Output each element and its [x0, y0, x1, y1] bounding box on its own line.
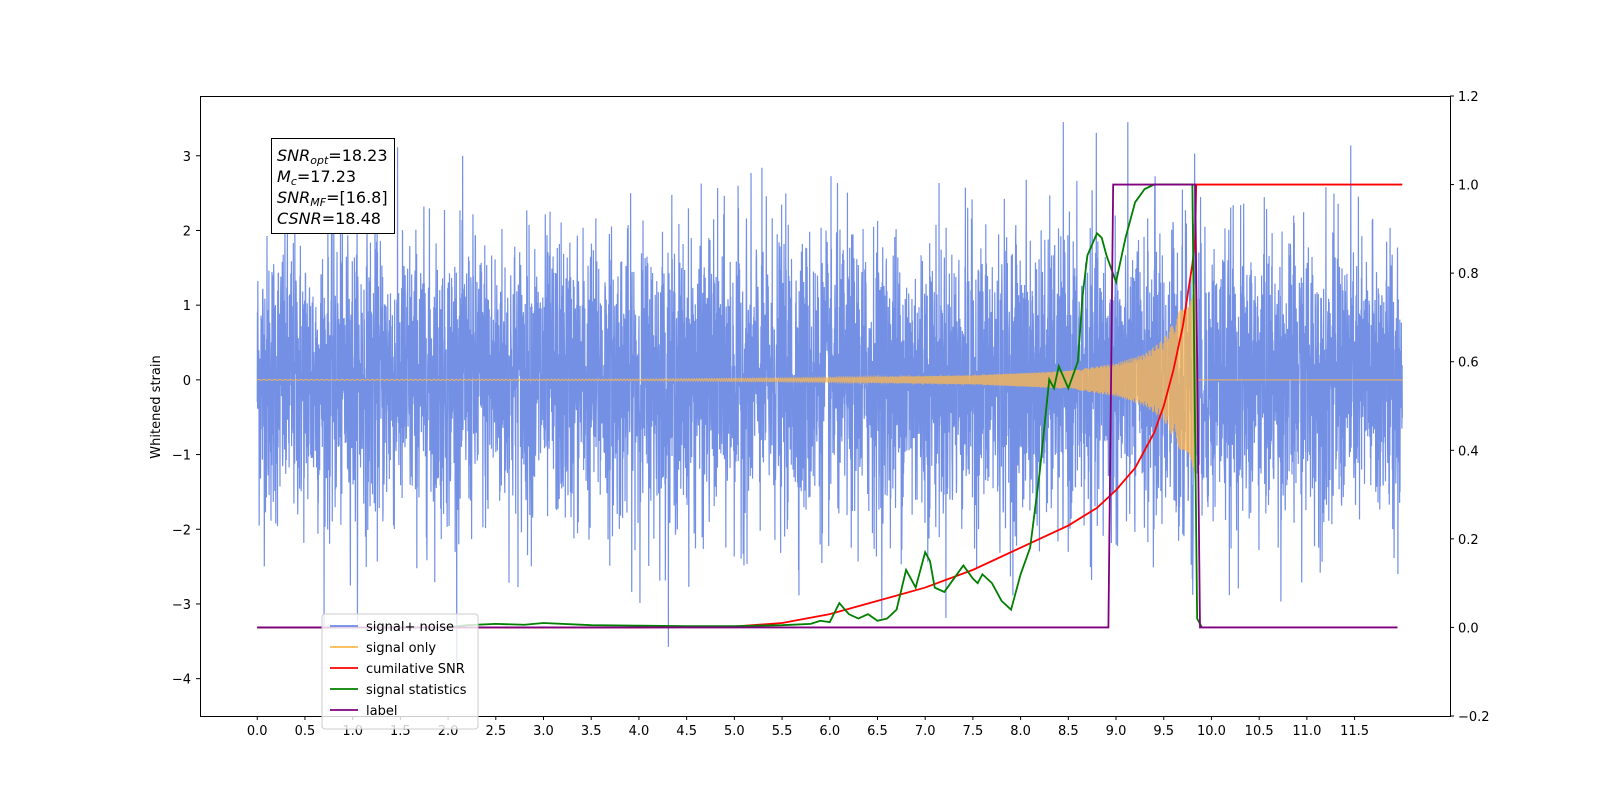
y-left-tick-label: 3	[183, 150, 191, 165]
series-signal-statistics	[257, 183, 1203, 629]
snr-opt-value: =18.23	[328, 146, 388, 165]
y-right-tick-label: 0.6	[1458, 356, 1479, 371]
y-right-tick-label: 0.8	[1458, 267, 1479, 282]
plot-frame	[200, 96, 1451, 717]
x-tick-label: 9.5	[1153, 724, 1174, 739]
y-left-tick-label: −2	[172, 523, 191, 538]
y-axis-right: 1.2 1.0 0.8 0.6 0.4 0.2 0.0 −0.2	[1450, 90, 1490, 725]
mc-value: =17.23	[296, 167, 357, 186]
snr-mf-value: =[16.8]	[326, 188, 388, 207]
series-signal-plus-noise	[256, 122, 1403, 666]
x-tick-label: 9.0	[1106, 724, 1127, 739]
y-left-tick-label: −4	[172, 673, 191, 688]
y-axis-title: Whitened strain	[149, 355, 164, 458]
legend: signal+ noise signal only cumilative SNR si…	[321, 613, 479, 730]
x-tick-label: 3.0	[533, 724, 554, 739]
legend-label: signal+ noise	[366, 620, 454, 635]
y-right-tick-label: 0.0	[1458, 621, 1479, 636]
y-right-tick-label: 1.0	[1458, 179, 1479, 194]
x-tick-label: 10.0	[1197, 724, 1226, 739]
snr-mf-line: SNRMF=[16.8]	[277, 188, 388, 209]
series-signal-only	[257, 284, 1403, 479]
x-tick-label: 8.0	[1010, 724, 1031, 739]
y-left-tick-label: 2	[183, 224, 191, 239]
x-tick-label: 7.0	[915, 724, 936, 739]
x-tick-label: 0.5	[295, 724, 316, 739]
x-tick-label: 11.5	[1340, 724, 1369, 739]
x-tick-label: 10.5	[1245, 724, 1274, 739]
x-tick-label: 6.0	[819, 724, 840, 739]
csnr-line: CSNR=18.48	[277, 209, 381, 228]
x-tick-label: 8.5	[1058, 724, 1079, 739]
annotation-box: SNRopt=18.23 Mc=17.23 SNRMF=[16.8] CSNR=…	[271, 138, 395, 234]
y-right-tick-label: 0.2	[1458, 533, 1479, 548]
y-axis-left: 3 2 1 0 −1 −2 −3 −4	[172, 150, 200, 688]
x-tick-label: 0.0	[247, 724, 268, 739]
legend-label: label	[366, 704, 397, 719]
snr-opt-line: SNRopt=18.23	[277, 146, 388, 167]
x-tick-label: 3.5	[581, 724, 602, 739]
y-left-tick-label: −3	[172, 598, 191, 613]
y-right-tick-label: 1.2	[1458, 90, 1479, 105]
legend-box	[321, 613, 479, 730]
plot-area	[256, 122, 1403, 666]
mc-line: Mc=17.23	[277, 167, 357, 188]
x-tick-label: 4.5	[676, 724, 697, 739]
x-tick-label: 5.5	[772, 724, 793, 739]
x-tick-label: 2.5	[485, 724, 506, 739]
y-left-tick-label: −1	[172, 449, 191, 464]
y-left-tick-label: 0	[183, 374, 191, 389]
y-right-tick-label: 0.4	[1458, 444, 1479, 459]
x-tick-label: 6.5	[867, 724, 888, 739]
series-label	[257, 183, 1398, 629]
y-left-tick-label: 1	[183, 299, 191, 314]
legend-label: cumilative SNR	[366, 662, 465, 677]
legend-label: signal statistics	[366, 683, 467, 698]
y-right-tick-label: −0.2	[1458, 710, 1490, 725]
x-tick-label: 4.0	[629, 724, 650, 739]
x-tick-label: 7.5	[963, 724, 984, 739]
x-tick-label: 5.0	[724, 724, 745, 739]
legend-label: signal only	[366, 641, 436, 656]
csnr-value: =18.48	[321, 209, 381, 228]
x-tick-label: 11.0	[1292, 724, 1321, 739]
